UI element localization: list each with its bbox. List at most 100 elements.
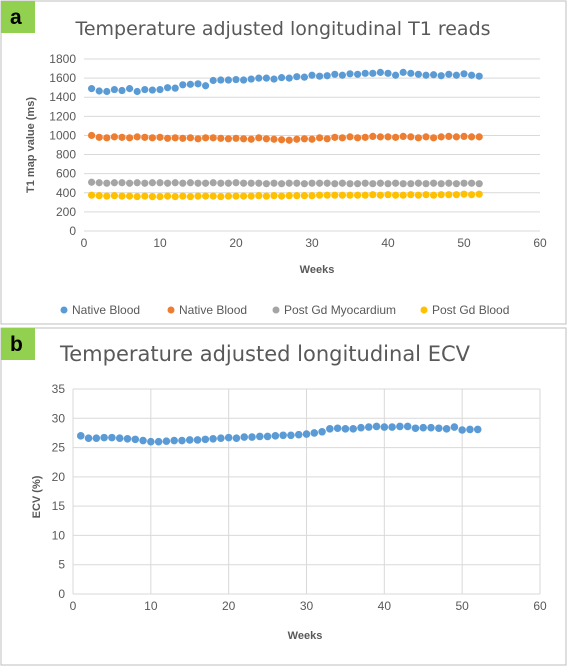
data-point: [217, 193, 225, 201]
data-point: [376, 179, 384, 187]
data-point: [133, 193, 141, 201]
data-point: [185, 436, 194, 444]
data-point: [279, 431, 287, 440]
legend-item-post-gd-myocardium: Post Gd Myocardium: [272, 303, 396, 317]
data-point: [338, 71, 346, 79]
data-point: [224, 433, 233, 442]
data-point: [323, 179, 331, 187]
data-point: [318, 427, 326, 436]
y-tick-label: 20: [52, 470, 66, 484]
chart-a-y-ticks: 0 200 400 600 800 1000 1200 1400 1600 1800: [49, 52, 76, 238]
data-point: [460, 190, 468, 198]
data-point: [452, 71, 460, 79]
data-point: [354, 180, 362, 188]
y-tick-label: 35: [52, 382, 66, 396]
data-point: [202, 134, 210, 142]
chart-b-points: [76, 422, 482, 446]
data-point: [156, 85, 164, 94]
data-point: [262, 180, 270, 188]
data-point: [372, 422, 381, 431]
data-point: [445, 70, 453, 78]
panel-b-badge: [1, 328, 35, 360]
data-point: [133, 179, 141, 187]
panel-b: b Temperature adjusted longitudinal ECV …: [0, 327, 567, 666]
data-point: [460, 132, 468, 140]
data-point: [110, 192, 118, 200]
data-point: [361, 133, 369, 141]
data-point: [294, 430, 303, 439]
data-point: [302, 430, 311, 438]
data-point: [369, 132, 377, 140]
data-point: [430, 134, 438, 142]
data-point: [445, 191, 453, 199]
data-point: [186, 80, 194, 88]
legend-label: Post Gd Blood: [432, 303, 509, 317]
data-point: [171, 134, 179, 142]
data-point: [450, 423, 459, 431]
data-point: [126, 134, 134, 142]
data-point: [278, 192, 286, 200]
data-point: [262, 74, 270, 82]
data-point: [369, 69, 377, 77]
data-point: [92, 434, 101, 443]
data-point: [430, 179, 438, 187]
data-point: [473, 425, 482, 434]
data-point: [422, 191, 430, 199]
y-tick-label: 400: [56, 186, 76, 200]
data-point: [384, 133, 392, 141]
data-point: [178, 436, 186, 445]
y-tick-label: 0: [58, 587, 65, 601]
data-point: [170, 436, 178, 445]
chart-a-gridlines: [84, 58, 540, 232]
data-point: [411, 424, 420, 433]
data-point: [354, 191, 362, 199]
data-point: [240, 433, 249, 441]
data-point: [88, 131, 96, 140]
data-point: [262, 192, 270, 200]
data-point: [126, 192, 134, 200]
data-point: [445, 132, 453, 140]
legend-marker: [60, 306, 68, 314]
data-point: [126, 85, 134, 93]
legend-item-post-gd-blood: Post Gd Blood: [420, 303, 509, 317]
data-point: [346, 133, 354, 141]
data-point: [88, 178, 96, 186]
data-point: [308, 192, 316, 200]
data-point: [452, 191, 460, 199]
data-point: [194, 80, 202, 88]
y-tick-label: 5: [58, 558, 65, 572]
data-point: [278, 136, 286, 144]
data-point: [179, 134, 187, 142]
data-point: [338, 191, 346, 199]
data-point: [95, 133, 103, 141]
data-point: [293, 73, 301, 81]
panel-b-frame: [0, 327, 567, 666]
panel-a-frame: [0, 0, 567, 325]
data-point: [139, 436, 147, 445]
chart-a-x-axis-label: Weeks: [300, 264, 335, 276]
data-point: [475, 190, 483, 198]
data-point: [278, 74, 286, 82]
data-point: [419, 423, 428, 432]
data-point: [323, 135, 331, 143]
chart-a-title: Temperature adjusted longitudinal T1 rea…: [74, 18, 490, 40]
data-point: [338, 179, 346, 187]
data-point: [240, 192, 248, 200]
data-point: [369, 191, 377, 199]
data-point: [293, 135, 301, 143]
data-point: [346, 70, 354, 78]
data-point: [123, 434, 132, 443]
legend-marker: [420, 306, 428, 314]
data-point: [263, 432, 272, 441]
x-tick-label: 40: [381, 236, 395, 250]
data-point: [194, 192, 202, 200]
data-point: [164, 84, 172, 92]
data-point: [232, 192, 240, 200]
data-point: [407, 191, 415, 199]
data-point: [171, 179, 179, 187]
data-point: [407, 180, 415, 188]
data-point: [300, 135, 308, 143]
data-point: [255, 179, 263, 187]
data-point: [466, 425, 474, 434]
data-point: [316, 134, 324, 142]
